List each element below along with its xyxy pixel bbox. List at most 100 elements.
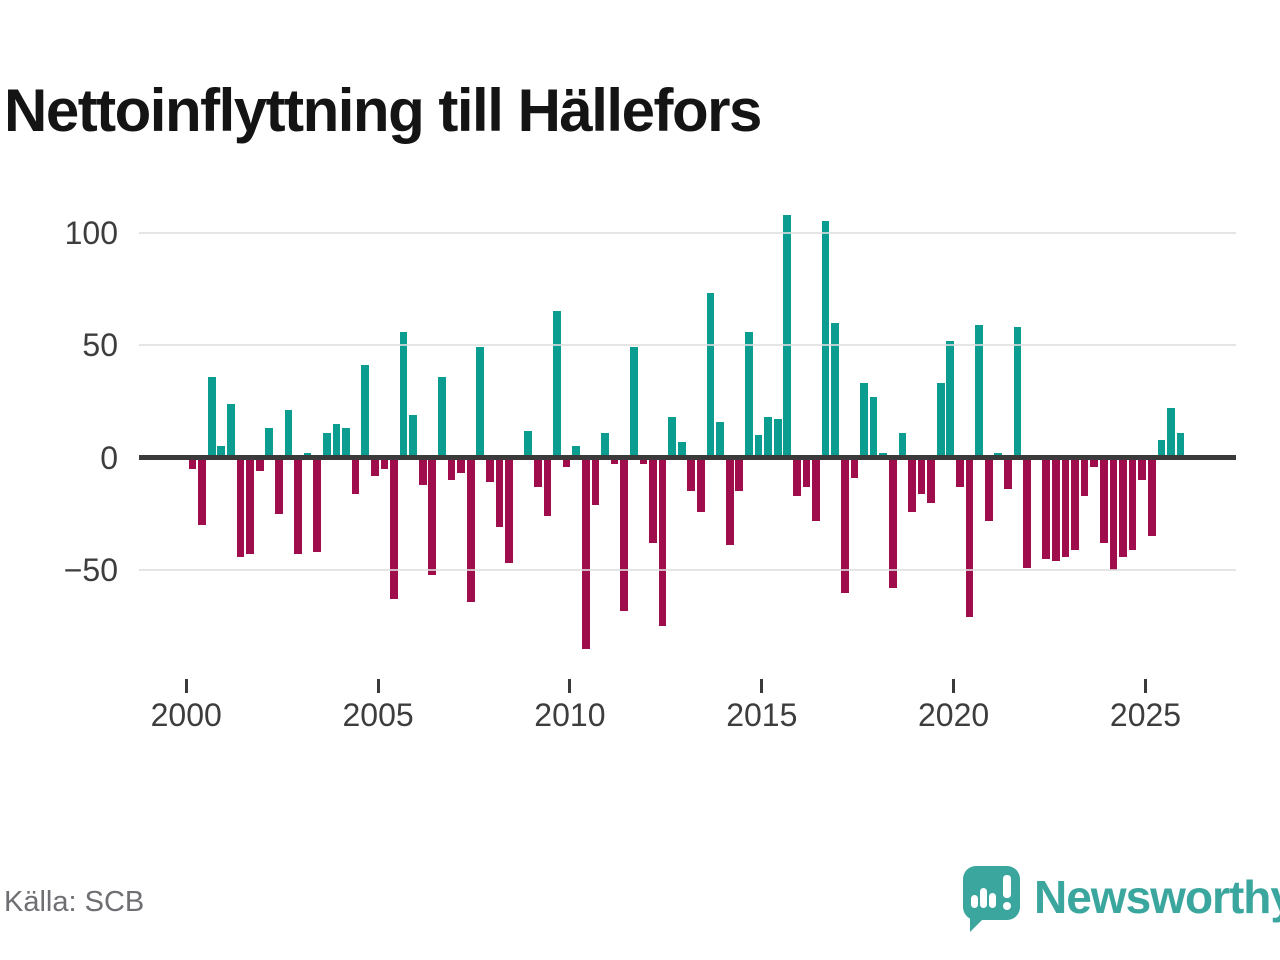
bar-2003-q2 bbox=[313, 457, 322, 553]
bar-2025-q3 bbox=[1167, 408, 1175, 458]
bar-2011-q3 bbox=[629, 347, 638, 458]
bar-2014-q3 bbox=[745, 331, 753, 458]
bar-2013-q4 bbox=[716, 421, 724, 458]
bar-2017-q4 bbox=[869, 396, 878, 458]
bar-2001-q4 bbox=[255, 457, 264, 472]
y-tick-label--50: −50 bbox=[63, 552, 118, 589]
x-tick-2025 bbox=[1144, 679, 1147, 693]
x-tick-label-2020: 2020 bbox=[918, 697, 990, 733]
gridline-50 bbox=[139, 344, 1236, 347]
bar-2014-q4 bbox=[754, 435, 763, 458]
x-axis-line bbox=[139, 455, 1236, 461]
x-tick-label-2010: 2010 bbox=[534, 697, 606, 733]
bar-2010-q1 bbox=[572, 446, 581, 458]
bar-2016-q2 bbox=[812, 457, 820, 521]
bar-2004-q4 bbox=[370, 457, 379, 476]
x-tick-2015 bbox=[760, 679, 764, 693]
bar-2022-q4 bbox=[1061, 457, 1070, 557]
x-tick-label-2025: 2025 bbox=[1109, 697, 1182, 733]
bar-2004-q2 bbox=[351, 457, 360, 494]
bar-2003-q3 bbox=[322, 432, 331, 458]
x-tick-label-2000: 2000 bbox=[150, 697, 222, 733]
bar-2005-q3 bbox=[399, 331, 408, 458]
bar-2008-q4 bbox=[524, 430, 533, 458]
bar-2002-q2 bbox=[274, 457, 283, 514]
bar-2015-q2 bbox=[773, 419, 782, 458]
bar-2021-q2 bbox=[1004, 457, 1012, 490]
bar-2005-q2 bbox=[390, 457, 398, 600]
bar-2012-q1 bbox=[649, 457, 657, 544]
bar-2018-q2 bbox=[888, 457, 897, 589]
bar-2001-q3 bbox=[246, 457, 254, 555]
bar-2003-q4 bbox=[332, 423, 341, 458]
y-tick-label-50: 50 bbox=[82, 327, 118, 364]
y-tick-label-100: 100 bbox=[64, 214, 118, 251]
bar-2002-q4 bbox=[294, 457, 302, 555]
bar-2009-q3 bbox=[553, 311, 561, 458]
bar-2021-q3 bbox=[1013, 327, 1022, 458]
bar-2020-q1 bbox=[956, 457, 964, 487]
bar-2012-q2 bbox=[658, 457, 667, 627]
bar-2009-q4 bbox=[562, 457, 571, 467]
bar-2005-q4 bbox=[409, 414, 417, 458]
bar-2013-q1 bbox=[687, 457, 696, 492]
logo-speech-bubble-tail bbox=[970, 914, 988, 932]
bar-2023-q3 bbox=[1090, 457, 1099, 467]
bar-2020-q4 bbox=[984, 457, 993, 521]
bar-2010-q2 bbox=[581, 457, 590, 649]
logo-exclamation-dot bbox=[1003, 902, 1011, 910]
bar-2008-q2 bbox=[505, 457, 513, 564]
bar-2001-q2 bbox=[236, 457, 245, 557]
bar-2016-q4 bbox=[831, 322, 840, 458]
bar-2014-q1 bbox=[725, 457, 734, 546]
bar-2024-q2 bbox=[1119, 457, 1127, 557]
x-tick-label-2015: 2015 bbox=[726, 697, 798, 733]
bar-2017-q3 bbox=[860, 383, 868, 458]
bar-2001-q1 bbox=[227, 403, 235, 458]
bar-2002-q1 bbox=[265, 428, 274, 458]
bar-2016-q1 bbox=[802, 457, 811, 487]
bar-2025-q4 bbox=[1176, 432, 1185, 458]
x-tick-2020 bbox=[952, 679, 956, 693]
bar-2024-q1 bbox=[1109, 457, 1118, 571]
bar-2014-q2 bbox=[735, 457, 744, 492]
bar-2007-q4 bbox=[486, 457, 494, 483]
x-tick-2010 bbox=[568, 679, 572, 693]
bar-2009-q2 bbox=[543, 457, 552, 517]
bar-2010-q4 bbox=[601, 432, 609, 458]
logo-chart-bar-medium bbox=[989, 893, 996, 908]
x-tick-2005 bbox=[376, 679, 380, 693]
bar-2006-q3 bbox=[438, 376, 446, 458]
bar-2000-q4 bbox=[217, 446, 226, 458]
bar-2002-q3 bbox=[284, 410, 293, 458]
bar-2022-q2 bbox=[1042, 457, 1051, 559]
bar-2000-q3 bbox=[207, 376, 216, 458]
bar-2004-q3 bbox=[361, 365, 370, 458]
gridline--50 bbox=[139, 569, 1236, 572]
bar-2013-q3 bbox=[706, 293, 715, 458]
newsworthy-logo-icon bbox=[963, 866, 1020, 920]
logo-chart-bar-small bbox=[971, 895, 978, 908]
bar-2012-q4 bbox=[677, 441, 686, 458]
gridline-100 bbox=[139, 231, 1236, 234]
bar-2013-q2 bbox=[697, 457, 705, 512]
bar-2000-q2 bbox=[198, 457, 206, 526]
logo-chart-bar-tall bbox=[980, 888, 987, 908]
bar-2006-q4 bbox=[447, 457, 456, 481]
bar-2025-q2 bbox=[1157, 439, 1166, 458]
bar-2024-q3 bbox=[1128, 457, 1137, 550]
bar-2010-q3 bbox=[591, 457, 600, 505]
source-caption: Källa: SCB bbox=[4, 886, 145, 918]
brand-wordmark: Newsworthy bbox=[1034, 871, 1280, 923]
bar-2000-q1 bbox=[188, 457, 197, 469]
bar-2007-q2 bbox=[466, 457, 475, 602]
bar-2020-q2 bbox=[965, 457, 974, 618]
bar-2022-q3 bbox=[1052, 457, 1060, 562]
bar-2019-q4 bbox=[946, 340, 955, 458]
bar-2008-q1 bbox=[495, 457, 504, 528]
bar-2012-q3 bbox=[668, 417, 677, 458]
bar-2015-q4 bbox=[793, 457, 801, 496]
bar-2011-q1 bbox=[610, 457, 619, 465]
bar-2018-q4 bbox=[908, 457, 916, 512]
bar-2023-q4 bbox=[1099, 457, 1108, 544]
